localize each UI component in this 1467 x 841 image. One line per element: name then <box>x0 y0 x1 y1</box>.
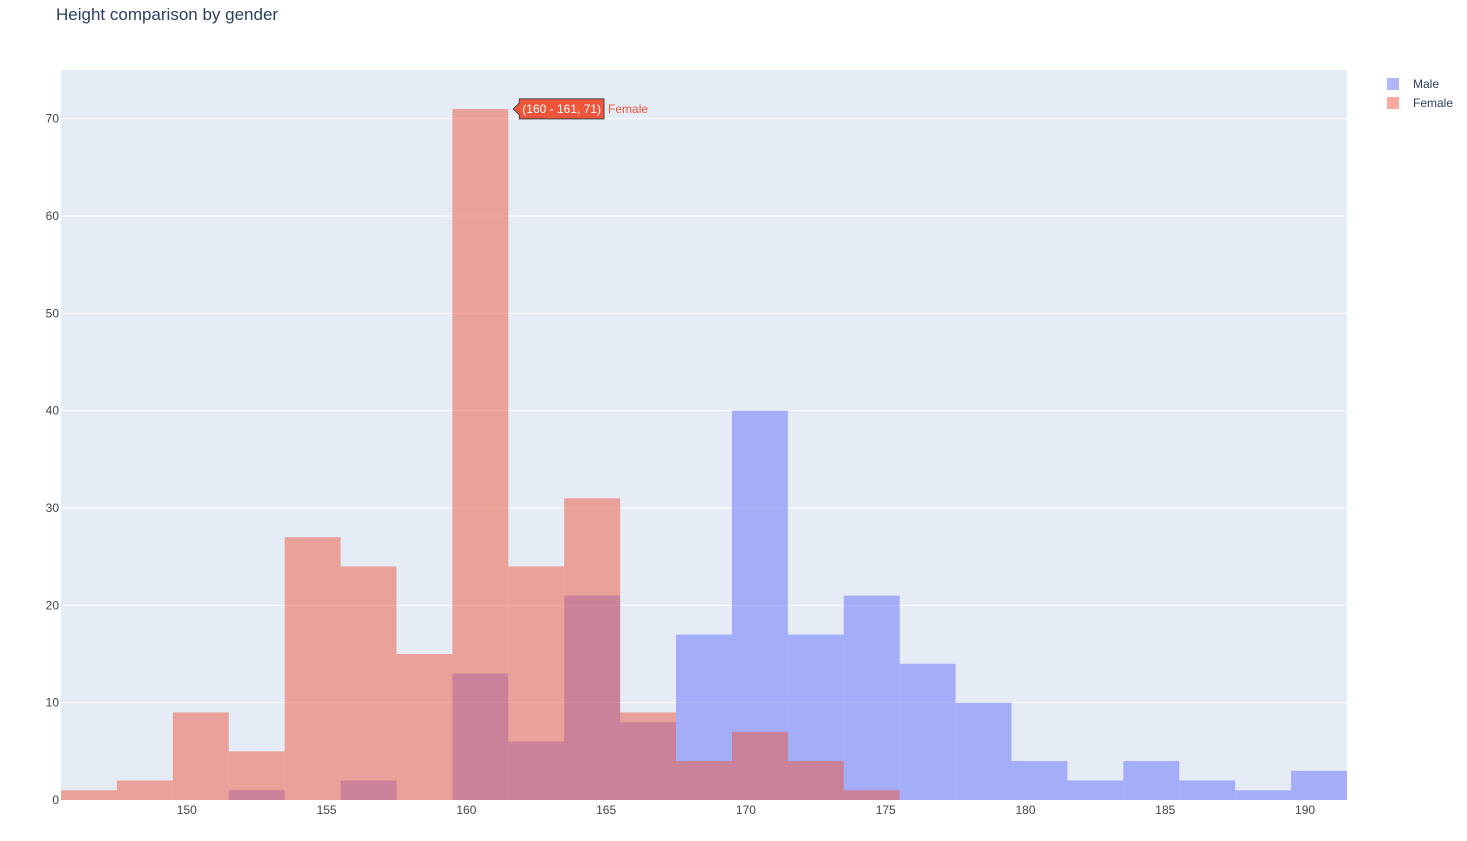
bar-female[interactable] <box>620 712 677 800</box>
bar-male[interactable] <box>1235 790 1292 800</box>
x-tick-label: 160 <box>456 803 476 817</box>
legend-label: Male <box>1413 77 1439 91</box>
x-tick-label: 150 <box>177 803 197 817</box>
x-tick-label: 180 <box>1015 803 1035 817</box>
chart-title: Height comparison by gender <box>56 5 278 24</box>
x-tick-label: 155 <box>317 803 337 817</box>
legend-item-female[interactable]: Female <box>1387 96 1453 110</box>
bar-female[interactable] <box>172 712 229 800</box>
x-tick-label: 185 <box>1155 803 1175 817</box>
x-tick-label: 170 <box>736 803 756 817</box>
y-tick-label: 10 <box>46 696 60 710</box>
bars-layer <box>61 108 1347 800</box>
tooltip-value: (160 - 161, 71) <box>522 102 601 116</box>
x-axis-ticks: 150 155 160 165 170 175 180 185 190 <box>177 803 1316 817</box>
bar-male[interactable] <box>899 663 956 800</box>
bar-male[interactable] <box>1179 780 1236 800</box>
legend-swatch <box>1387 97 1399 109</box>
bar-female[interactable] <box>564 498 621 800</box>
y-tick-label: 0 <box>52 793 59 807</box>
bar-male[interactable] <box>843 595 900 800</box>
hover-tooltip: (160 - 161, 71) Female <box>512 98 648 120</box>
y-tick-label: 40 <box>46 404 60 418</box>
y-tick-label: 30 <box>46 501 60 515</box>
bar-female[interactable] <box>843 790 900 800</box>
tooltip-box <box>512 98 605 120</box>
bar-female[interactable] <box>452 108 509 800</box>
bar-male[interactable] <box>1291 770 1347 800</box>
grid-lines <box>61 118 1347 704</box>
legend-label: Female <box>1413 96 1453 110</box>
y-tick-label: 60 <box>46 209 60 223</box>
bar-female[interactable] <box>340 566 397 800</box>
bar-female[interactable] <box>508 566 565 800</box>
y-tick-label: 70 <box>46 112 60 126</box>
bar-male[interactable] <box>1123 761 1180 800</box>
bar-female[interactable] <box>676 761 732 800</box>
legend-item-male[interactable]: Male <box>1387 77 1439 91</box>
legend: Male Female <box>1387 77 1453 110</box>
y-axis-ticks: 0 10 20 30 40 50 60 70 <box>46 112 60 807</box>
x-tick-label: 175 <box>876 803 896 817</box>
x-tick-label: 190 <box>1295 803 1315 817</box>
bar-female[interactable] <box>61 790 117 800</box>
x-tick-label: 165 <box>596 803 616 817</box>
bar-female[interactable] <box>228 751 285 800</box>
bar-female[interactable] <box>284 537 341 800</box>
bar-female[interactable] <box>116 780 173 800</box>
bar-female[interactable] <box>731 731 788 800</box>
bar-male[interactable] <box>1067 780 1124 800</box>
tooltip-series-name: Female <box>608 102 648 116</box>
y-tick-label: 20 <box>46 598 60 612</box>
y-tick-label: 50 <box>46 306 60 320</box>
bar-female[interactable] <box>787 761 844 800</box>
bar-male[interactable] <box>1011 761 1068 800</box>
bar-female[interactable] <box>396 654 453 800</box>
bar-male[interactable] <box>955 702 1012 800</box>
legend-swatch <box>1387 78 1399 90</box>
